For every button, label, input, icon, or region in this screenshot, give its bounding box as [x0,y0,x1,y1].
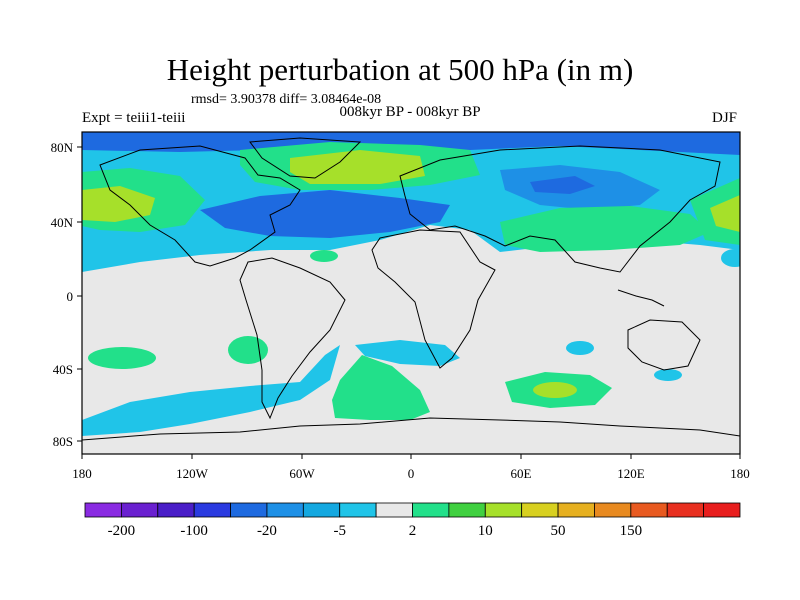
colorbar-swatch [521,502,559,518]
lon-axis: 180 120W 60W 0 60E 120E 180 [72,454,750,481]
colorbar-swatch [557,502,595,518]
lon-label-0: 0 [408,466,415,481]
lon-label-120w: 120W [176,466,209,481]
lat-label-40n: 40N [51,215,74,230]
colorbar-swatch [448,502,486,518]
contour-nh-blue-atlantic [200,190,450,238]
contour-sh-light-blue-south-africa [566,341,594,355]
contour-nh-green-small [310,250,338,262]
coastline-eurasia [399,145,721,273]
coastline-antarctica [82,417,740,441]
colorbar-label: 50 [551,523,566,539]
contour-sh-light-blue-atlantic [355,340,460,366]
colorbar-swatch [666,502,705,518]
colorbar-label: 2 [409,523,417,539]
contour-nh-lime-pacific-west [82,186,155,222]
contour-nh-blue-siberia [530,176,595,194]
colorbar-swatch [230,502,268,518]
lon-label-120e: 120E [617,466,645,481]
coastline-south-america [239,257,346,420]
lon-label-60e: 60E [511,466,532,481]
lat-label-80n: 80N [51,140,74,155]
map-field [82,132,740,454]
colorbar-labels: -200 -100 -20 -5 2 10 50 150 [108,523,642,539]
contour-sh-green-south-pacific [228,336,268,364]
contour-sh-light-blue-australia [654,369,682,381]
contour-nh-blue-arctic [82,132,740,155]
contour-nh-green-eurasia [500,206,710,252]
contour-sh-green-southeast-pacific [88,347,156,369]
experiment-label: Expt = teiii1-teiii [82,110,186,126]
colorbar-swatch [193,502,231,518]
period-label: 008kyr BP - 008kyr BP [339,104,481,120]
colorbar-swatch [375,502,413,518]
colorbar-label: -100 [180,523,208,539]
plot-title: Height perturbation at 500 hPa (in m) [166,52,634,87]
colorbar [84,502,741,518]
lon-label-180e: 180 [730,466,750,481]
colorbar-swatch [630,502,668,518]
contour-sh-lime-indian [533,382,577,398]
coastline-maritime-continent [617,289,665,307]
lat-label-40s: 40S [53,362,73,377]
season-label: DJF [712,110,738,126]
lat-label-0: 0 [67,289,74,304]
contour-sh-light-blue-band [82,345,340,436]
coastline-north-america [99,145,301,267]
coastline-australia [627,319,701,371]
colorbar-label: -200 [108,523,136,539]
colorbar-swatch [412,502,450,518]
contour-nh-lime-greenland [290,150,425,184]
colorbar-label: -20 [257,523,277,539]
colorbar-label: 150 [620,523,643,539]
colorbar-swatch [484,502,523,518]
colorbar-swatch [594,502,632,518]
contour-nh-light-blue-pacific-patch [721,249,740,267]
colorbar-label: -5 [333,523,346,539]
colorbar-swatch [703,502,741,518]
stats-label: rmsd= 3.90378 diff= 3.08464e-08 [191,92,382,107]
lat-axis: 80N 40N 0 40S 80S [51,140,82,449]
lon-label-60w: 60W [289,466,315,481]
colorbar-swatch [120,502,159,518]
lat-label-80s: 80S [53,434,73,449]
lon-label-180w: 180 [72,466,92,481]
colorbar-label: 10 [478,523,493,539]
colorbar-swatch [157,502,195,518]
colorbar-swatch [302,502,341,518]
colorbar-swatch [266,502,304,518]
coastlines [82,137,740,441]
contour-nh-lime-pacific-east [710,195,740,232]
colorbar-swatch [84,502,122,518]
coastline-greenland [249,137,362,179]
contour-sh-green-atlantic [332,355,430,420]
coastline-africa [371,229,496,369]
colorbar-swatch [339,502,377,518]
